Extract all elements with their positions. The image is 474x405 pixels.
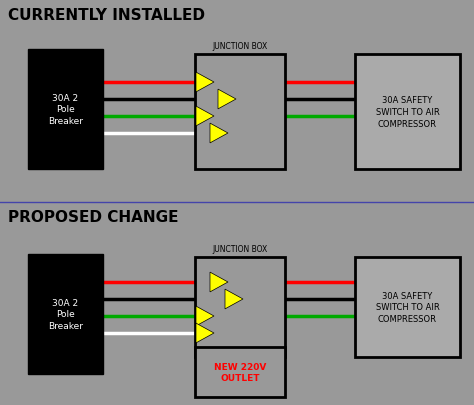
Polygon shape: [196, 73, 214, 93]
Polygon shape: [196, 107, 214, 127]
Text: 30A 2
Pole
Breaker: 30A 2 Pole Breaker: [48, 94, 83, 126]
Bar: [195, 347, 285, 397]
Polygon shape: [210, 273, 228, 292]
Text: NEW 220V
OUTLET: NEW 220V OUTLET: [214, 362, 266, 382]
Text: 30A SAFETY
SWITCH TO AIR
COMPRESSOR: 30A SAFETY SWITCH TO AIR COMPRESSOR: [375, 96, 439, 128]
Polygon shape: [225, 290, 243, 309]
Text: JUNCTION BOX: JUNCTION BOX: [212, 42, 268, 51]
Text: 30A SAFETY
SWITCH TO AIR
COMPRESSOR: 30A SAFETY SWITCH TO AIR COMPRESSOR: [375, 291, 439, 324]
Bar: [28, 50, 103, 170]
Text: 30A 2
Pole
Breaker: 30A 2 Pole Breaker: [48, 298, 83, 330]
Text: CURRENTLY INSTALLED: CURRENTLY INSTALLED: [8, 8, 205, 23]
Bar: [195, 55, 285, 170]
Bar: [355, 55, 460, 170]
Bar: [355, 257, 460, 357]
Bar: [28, 254, 103, 374]
Polygon shape: [196, 323, 214, 343]
Polygon shape: [218, 90, 236, 110]
Polygon shape: [210, 124, 228, 143]
Bar: [195, 257, 285, 357]
Polygon shape: [196, 306, 214, 326]
Text: PROPOSED CHANGE: PROPOSED CHANGE: [8, 209, 179, 224]
Text: JUNCTION BOX: JUNCTION BOX: [212, 244, 268, 254]
